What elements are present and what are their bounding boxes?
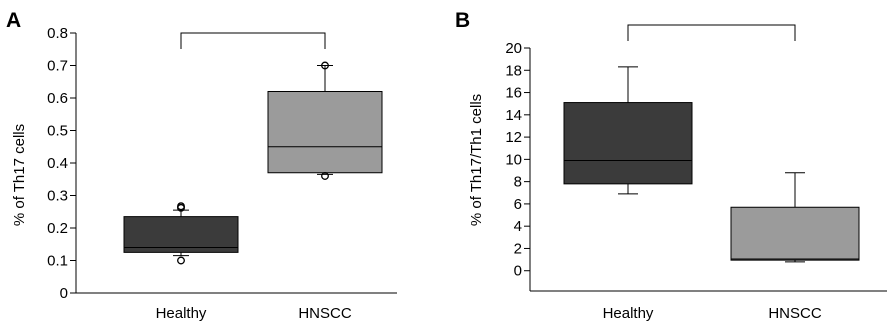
y-tick-label-b: 4 <box>514 218 522 235</box>
y-tick-label-a: 0.4 <box>47 155 68 172</box>
y-tick-label-b: 8 <box>514 174 522 191</box>
y-tick-label-b: 12 <box>505 129 522 146</box>
outlier-point <box>177 202 185 211</box>
outlier-point <box>321 61 329 70</box>
y-tick-label-a: 0.8 <box>47 25 68 42</box>
panel-label-b: B <box>455 9 470 32</box>
y-axis-label-a: % of Th17 cells <box>11 124 28 226</box>
y-tick-label-a: 0 <box>60 285 68 302</box>
boxes-a <box>123 32 383 265</box>
box-body <box>730 206 860 261</box>
y-tick-label-b: 6 <box>514 196 522 213</box>
comparison-bracket-b <box>627 24 796 41</box>
y-tick-label-a: 0.7 <box>47 58 68 75</box>
axes-b: 0 2 4 6 8 10 12 14 16 18 20 <box>505 40 887 292</box>
panel-label-a: A <box>6 9 21 32</box>
panel-b: B % of Th17/Th1 cells 02468101214161820 … <box>455 9 887 322</box>
y-tick-label-a: 0.1 <box>47 253 68 270</box>
x-tick-label-healthy-b: Healthy <box>603 305 654 322</box>
y-tick-label-a: 0.2 <box>47 220 68 237</box>
box-body <box>267 91 383 174</box>
x-tick-label-hnscc-a: HNSCC <box>298 305 352 322</box>
box-a-hnscc <box>267 61 383 180</box>
box-body <box>123 216 239 253</box>
y-tick-label-b: 20 <box>505 40 522 57</box>
y-tick-label-a: 0.6 <box>47 90 68 107</box>
y-tick-label-b: 14 <box>505 107 522 124</box>
outlier-point <box>321 172 329 180</box>
y-axis-label-b: % of Th17/Th1 cells <box>468 94 485 226</box>
x-tick-label-hnscc-b: HNSCC <box>768 305 822 322</box>
y-tick-label-b: 0 <box>514 263 522 280</box>
box-body <box>563 102 693 185</box>
outlier-point <box>177 256 185 265</box>
y-tick-label-b: 2 <box>514 240 522 257</box>
comparison-bracket-a <box>180 32 326 49</box>
boxes-b <box>563 24 860 263</box>
x-tick-label-healthy-a: Healthy <box>156 305 207 322</box>
y-tick-label-b: 10 <box>505 151 522 168</box>
axes-a: 0 0.1 0.2 0.3 0.4 0.5 0.6 0.7 0.8 <box>47 25 397 302</box>
y-tick-label-b: 16 <box>505 85 522 102</box>
box-b-healthy <box>563 66 693 195</box>
box-a-healthy <box>123 202 239 265</box>
y-tick-label-a: 0.5 <box>47 123 68 140</box>
y-tick-label-b: 18 <box>505 62 522 79</box>
panel-a: A % of Th17 cells 0 0.1 0.2 0.3 0.4 0.5 0.6 0.7… <box>6 9 397 322</box>
box-b-hnscc <box>730 172 860 263</box>
y-tick-label-a: 0.3 <box>47 188 68 205</box>
